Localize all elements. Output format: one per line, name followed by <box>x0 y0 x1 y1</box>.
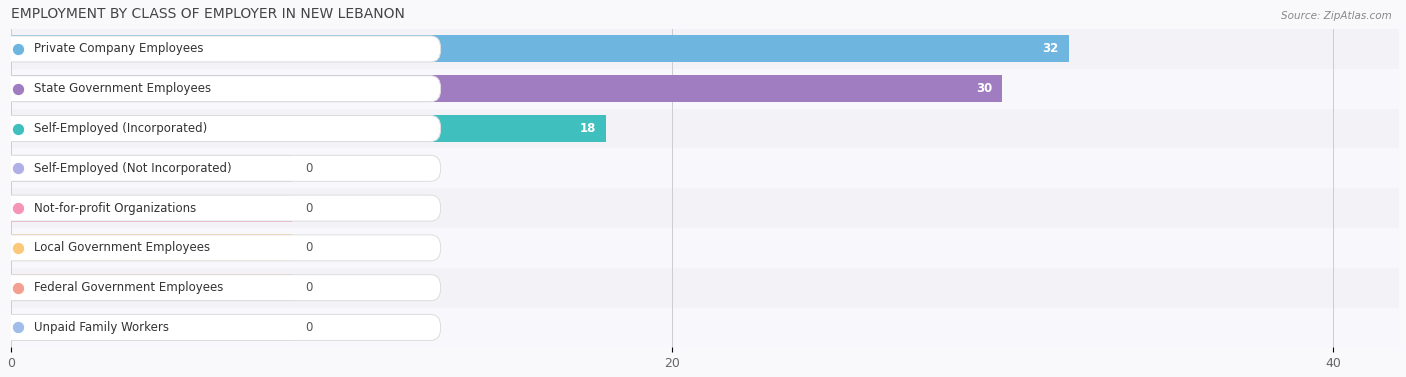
FancyBboxPatch shape <box>1 195 440 221</box>
FancyBboxPatch shape <box>1 115 440 141</box>
Text: EMPLOYMENT BY CLASS OF EMPLOYER IN NEW LEBANON: EMPLOYMENT BY CLASS OF EMPLOYER IN NEW L… <box>11 7 405 21</box>
Bar <box>11 149 1399 188</box>
Bar <box>11 268 1399 308</box>
Text: 30: 30 <box>976 82 993 95</box>
Bar <box>11 29 1399 69</box>
Bar <box>11 109 1399 149</box>
Bar <box>11 195 292 222</box>
Text: Unpaid Family Workers: Unpaid Family Workers <box>34 321 169 334</box>
Bar <box>11 35 1069 63</box>
Bar <box>11 308 1399 347</box>
Text: State Government Employees: State Government Employees <box>34 82 211 95</box>
Bar <box>11 234 292 261</box>
Text: 0: 0 <box>305 202 312 215</box>
FancyBboxPatch shape <box>1 314 440 340</box>
FancyBboxPatch shape <box>1 76 440 102</box>
Bar <box>11 188 1399 228</box>
Bar <box>11 314 292 341</box>
Text: Source: ZipAtlas.com: Source: ZipAtlas.com <box>1281 11 1392 21</box>
FancyBboxPatch shape <box>1 235 440 261</box>
FancyBboxPatch shape <box>1 36 440 62</box>
Text: 18: 18 <box>579 122 596 135</box>
Bar <box>11 274 292 301</box>
Text: Self-Employed (Incorporated): Self-Employed (Incorporated) <box>34 122 207 135</box>
Text: Local Government Employees: Local Government Employees <box>34 241 211 254</box>
Text: 0: 0 <box>305 321 312 334</box>
Text: Self-Employed (Not Incorporated): Self-Employed (Not Incorporated) <box>34 162 232 175</box>
Bar <box>11 75 1002 102</box>
Bar <box>11 155 292 182</box>
Text: 0: 0 <box>305 162 312 175</box>
Bar <box>11 69 1399 109</box>
Text: Federal Government Employees: Federal Government Employees <box>34 281 224 294</box>
Bar <box>11 115 606 142</box>
FancyBboxPatch shape <box>1 155 440 181</box>
Bar <box>11 228 1399 268</box>
Text: 0: 0 <box>305 241 312 254</box>
Text: Not-for-profit Organizations: Not-for-profit Organizations <box>34 202 197 215</box>
FancyBboxPatch shape <box>1 275 440 300</box>
Text: 0: 0 <box>305 281 312 294</box>
Text: 32: 32 <box>1042 43 1059 55</box>
Text: Private Company Employees: Private Company Employees <box>34 43 204 55</box>
